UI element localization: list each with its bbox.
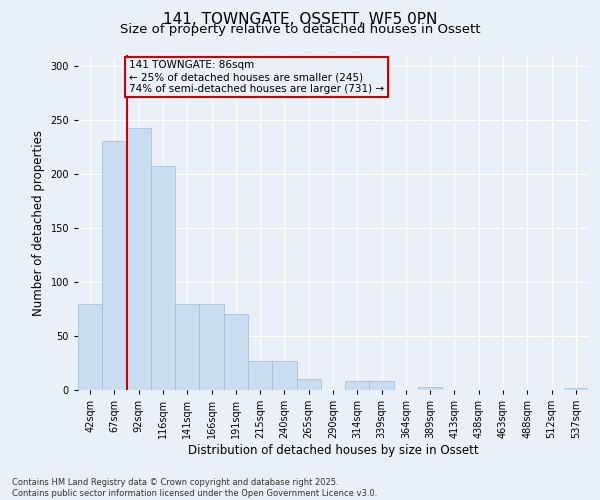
Bar (248, 361, 272, 390)
Bar (78, 304, 102, 390)
Bar (102, 142, 127, 390)
Text: 141, TOWNGATE, OSSETT, WF5 0PN: 141, TOWNGATE, OSSETT, WF5 0PN (163, 12, 437, 28)
X-axis label: Distribution of detached houses by size in Ossett: Distribution of detached houses by size … (188, 444, 478, 457)
Bar (370, 382, 394, 390)
Text: Contains HM Land Registry data © Crown copyright and database right 2025.
Contai: Contains HM Land Registry data © Crown c… (12, 478, 377, 498)
Bar (418, 387, 442, 390)
Bar (175, 304, 199, 390)
Bar (127, 128, 151, 390)
Y-axis label: Number of detached properties: Number of detached properties (32, 130, 45, 316)
Bar (345, 382, 370, 390)
Bar (272, 361, 296, 390)
Bar (224, 314, 248, 390)
Bar (564, 388, 588, 390)
Text: Size of property relative to detached houses in Ossett: Size of property relative to detached ho… (120, 22, 480, 36)
Bar (151, 166, 175, 390)
Bar (199, 304, 224, 390)
Bar (296, 379, 321, 390)
Text: 141 TOWNGATE: 86sqm
← 25% of detached houses are smaller (245)
74% of semi-detac: 141 TOWNGATE: 86sqm ← 25% of detached ho… (129, 60, 384, 94)
